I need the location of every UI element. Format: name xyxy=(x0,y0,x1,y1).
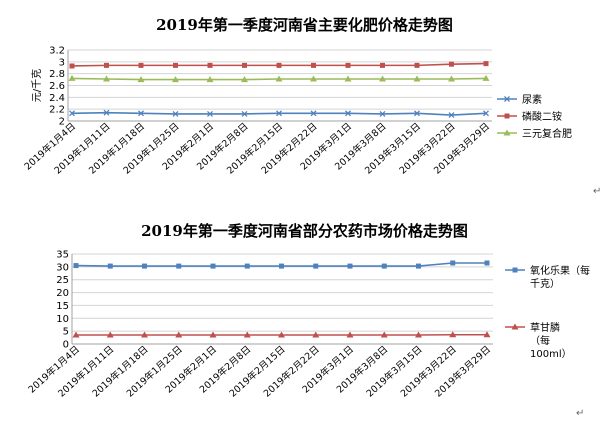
y-tick-label: 2.4 xyxy=(49,93,65,104)
data-point xyxy=(310,110,317,117)
data-point xyxy=(69,63,75,69)
data-point xyxy=(242,62,247,68)
y-tick-label: 15 xyxy=(56,301,69,312)
data-point xyxy=(483,331,491,338)
data-point xyxy=(207,62,213,68)
legend-label: 三元复合肥 xyxy=(522,127,572,140)
data-point xyxy=(278,331,285,338)
legend-label: 氧化乐果（每千克） xyxy=(530,264,590,290)
data-point xyxy=(275,75,283,82)
data-point xyxy=(380,62,385,68)
data-point xyxy=(210,263,216,269)
data-point xyxy=(241,76,248,83)
data-point xyxy=(276,62,282,68)
data-point xyxy=(413,75,421,82)
data-point xyxy=(379,110,386,117)
data-point xyxy=(176,263,182,269)
chart-title-fertilizer: 2019年第一季度河南省主要化肥价格走势图 xyxy=(156,16,453,34)
data-point xyxy=(346,331,354,338)
y-tick-label: 35 xyxy=(56,250,69,261)
data-point xyxy=(103,75,110,82)
data-point xyxy=(380,331,388,338)
data-point xyxy=(137,76,145,83)
data-point xyxy=(276,110,282,117)
legend-label: 磷酸二铵 xyxy=(522,110,562,123)
paragraph-mark: ↵ xyxy=(593,186,602,197)
data-point xyxy=(449,331,457,338)
y-tick-label: 0 xyxy=(63,340,69,351)
data-point xyxy=(345,110,351,117)
data-point xyxy=(241,110,248,117)
data-point xyxy=(448,112,455,119)
y-tick-label: 2.6 xyxy=(49,81,65,92)
data-point xyxy=(172,76,179,83)
y-tick-label: 5 xyxy=(63,327,69,338)
data-point xyxy=(503,129,511,136)
data-point xyxy=(138,62,144,68)
data-point xyxy=(483,61,489,67)
data-point xyxy=(450,260,456,266)
data-point xyxy=(68,74,76,81)
y-axis-label: 元/千克 xyxy=(31,69,43,102)
data-point xyxy=(482,74,490,81)
data-point xyxy=(279,263,284,269)
y-tick-label: 2.2 xyxy=(49,105,65,116)
data-point xyxy=(511,323,519,330)
fertilizer-price-chart: 22.22.42.62.833.22019年1月4日2019年1月11日2019… xyxy=(22,46,572,177)
data-point xyxy=(175,331,183,338)
data-point xyxy=(142,263,147,269)
data-point xyxy=(416,263,421,269)
data-point xyxy=(484,260,490,266)
y-tick-label: 3 xyxy=(59,57,65,68)
y-tick-label: 2.8 xyxy=(49,69,65,80)
data-point xyxy=(104,62,109,68)
data-point xyxy=(72,331,80,338)
data-point xyxy=(206,76,214,83)
data-point xyxy=(504,96,510,102)
data-point xyxy=(141,331,148,338)
data-point xyxy=(414,62,420,68)
data-point xyxy=(415,331,422,338)
y-tick-label: 10 xyxy=(56,314,69,325)
data-point xyxy=(73,263,79,269)
y-tick-label: 25 xyxy=(56,275,69,286)
legend-label: 草甘膦（每 100ml） xyxy=(530,321,572,360)
data-point xyxy=(512,267,518,273)
data-point xyxy=(138,110,144,117)
chart-title-pesticide: 2019年第一季度河南省部分农药市场价格走势图 xyxy=(141,222,468,240)
data-point xyxy=(173,62,178,68)
data-point xyxy=(313,263,319,269)
data-point xyxy=(345,62,351,68)
y-tick-label: 3.2 xyxy=(49,46,65,57)
paragraph-mark: ↵ xyxy=(576,408,585,419)
data-point xyxy=(103,109,110,116)
y-tick-label: 30 xyxy=(56,262,69,273)
data-point xyxy=(172,110,179,117)
data-point xyxy=(243,331,251,338)
data-point xyxy=(347,263,353,269)
data-point xyxy=(414,110,420,117)
y-tick-label: 20 xyxy=(56,288,69,299)
data-point xyxy=(107,263,113,269)
legend-label: 尿素 xyxy=(522,93,542,106)
data-point xyxy=(483,110,489,117)
data-point xyxy=(244,263,250,269)
data-point xyxy=(504,113,510,119)
data-point xyxy=(449,61,454,67)
data-point xyxy=(312,331,320,338)
data-point xyxy=(207,110,213,117)
data-point xyxy=(448,75,455,82)
data-point xyxy=(311,62,316,68)
data-point xyxy=(379,75,386,82)
data-point xyxy=(209,331,217,338)
data-point xyxy=(106,331,114,338)
data-point xyxy=(69,110,75,117)
data-point xyxy=(344,75,352,82)
data-point xyxy=(310,75,317,82)
data-point xyxy=(381,263,387,269)
y-tick-label: 2 xyxy=(59,117,65,128)
